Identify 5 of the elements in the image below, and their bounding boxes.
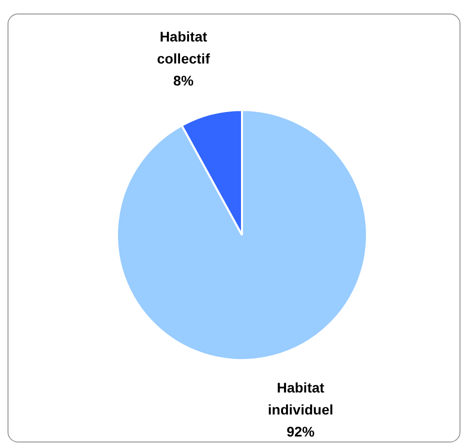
slice-label: Habitat collectif xyxy=(156,28,210,66)
pie-slice xyxy=(116,109,368,361)
data-label: 92% xyxy=(286,423,316,440)
data-label: 8% xyxy=(173,72,194,88)
slice-label: Habitat individuel xyxy=(268,379,334,418)
